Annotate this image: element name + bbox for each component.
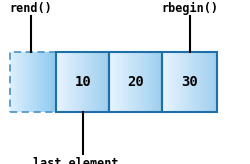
Text: 10: 10 <box>74 75 91 89</box>
Text: rbegin(): rbegin() <box>160 2 217 15</box>
Bar <box>56 52 109 112</box>
Text: rend(): rend() <box>10 2 52 15</box>
Text: 30: 30 <box>180 75 197 89</box>
Text: 20: 20 <box>127 75 143 89</box>
Text: last element: last element <box>32 157 117 164</box>
Bar <box>161 52 216 112</box>
Bar <box>10 52 56 112</box>
Bar <box>109 52 161 112</box>
